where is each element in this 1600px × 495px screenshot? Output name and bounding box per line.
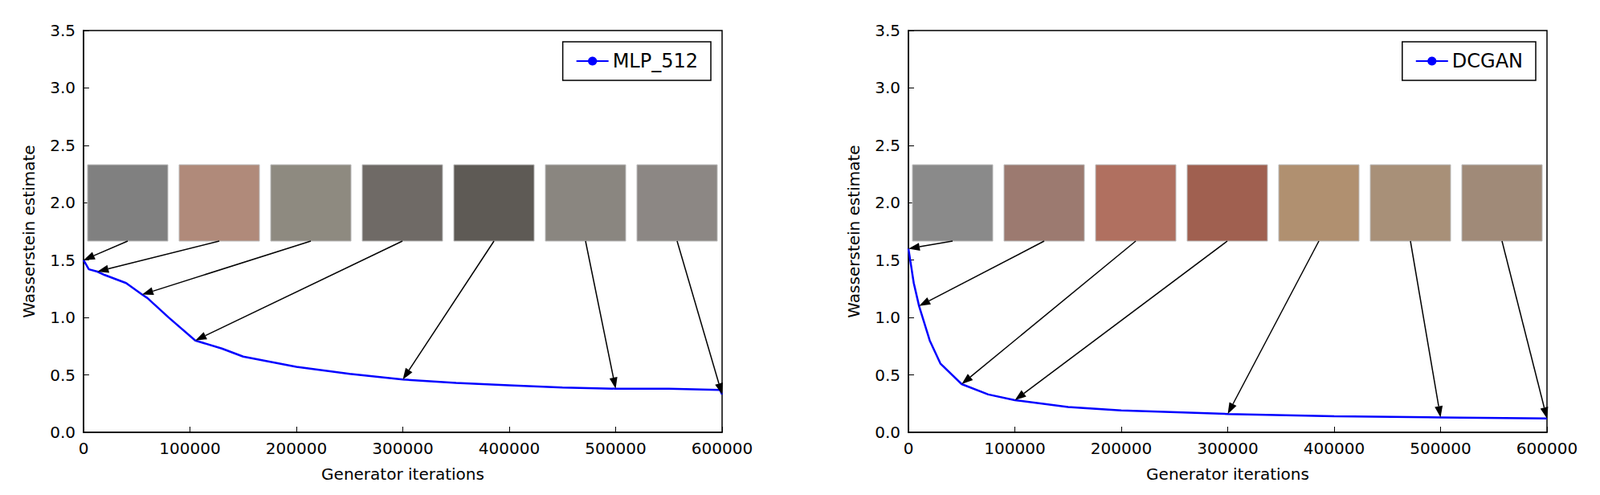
- svg-text:500000: 500000: [584, 438, 646, 458]
- svg-text:1.5: 1.5: [49, 250, 76, 270]
- svg-text:400000: 400000: [1303, 438, 1365, 458]
- svg-text:600000: 600000: [691, 438, 753, 458]
- svg-text:500000: 500000: [1409, 438, 1471, 458]
- svg-text:MLP_512: MLP_512: [612, 49, 698, 73]
- svg-text:0.5: 0.5: [874, 365, 901, 385]
- svg-text:2.0: 2.0: [874, 192, 901, 213]
- svg-text:2.0: 2.0: [49, 192, 76, 213]
- svg-text:Wasserstein estimate: Wasserstein estimate: [844, 144, 864, 318]
- svg-text:Generator iterations: Generator iterations: [1146, 464, 1310, 484]
- svg-text:2.5: 2.5: [49, 135, 76, 156]
- svg-text:600000: 600000: [1516, 438, 1578, 458]
- svg-text:Wasserstein estimate: Wasserstein estimate: [19, 144, 39, 318]
- svg-text:0: 0: [903, 438, 915, 458]
- svg-text:200000: 200000: [1090, 438, 1152, 458]
- svg-text:0.0: 0.0: [49, 422, 76, 442]
- svg-text:200000: 200000: [265, 438, 327, 458]
- svg-text:DCGAN: DCGAN: [1452, 49, 1523, 73]
- svg-text:0.5: 0.5: [49, 365, 76, 385]
- svg-text:3.5: 3.5: [874, 20, 901, 41]
- svg-text:100000: 100000: [159, 438, 221, 458]
- svg-text:3.0: 3.0: [874, 77, 901, 98]
- svg-text:3.0: 3.0: [49, 77, 76, 98]
- svg-text:2.5: 2.5: [874, 135, 901, 156]
- svg-text:0: 0: [78, 438, 90, 458]
- svg-text:300000: 300000: [371, 438, 433, 458]
- svg-text:1.0: 1.0: [874, 307, 901, 327]
- svg-text:Generator iterations: Generator iterations: [321, 464, 485, 484]
- svg-text:1.5: 1.5: [874, 250, 901, 270]
- svg-text:300000: 300000: [1196, 438, 1258, 458]
- svg-text:400000: 400000: [478, 438, 540, 458]
- svg-text:3.5: 3.5: [49, 20, 76, 41]
- svg-text:100000: 100000: [983, 438, 1045, 458]
- svg-text:1.0: 1.0: [49, 307, 76, 327]
- svg-text:0.0: 0.0: [874, 422, 901, 442]
